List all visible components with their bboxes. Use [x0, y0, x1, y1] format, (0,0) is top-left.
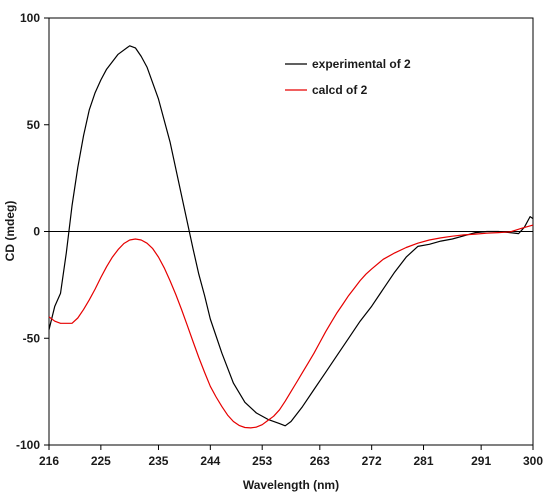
legend-label-calcd: calcd of 2 [312, 83, 368, 97]
y-tick-label: 0 [33, 225, 40, 239]
y-tick-label: -50 [23, 331, 41, 345]
x-tick-label: 235 [148, 454, 168, 468]
x-tick-label: 225 [91, 454, 111, 468]
x-axis-ticks: 216 225 235 244 253 263 272 281 291 300 [39, 445, 543, 468]
y-axis-ticks: 100 50 0 -50 -100 [16, 11, 49, 452]
x-tick-label: 272 [362, 454, 382, 468]
y-tick-label: -100 [16, 438, 40, 452]
y-tick-label: 100 [20, 11, 40, 25]
x-tick-label: 244 [200, 454, 220, 468]
y-axis-title: CD (mdeg) [3, 201, 17, 262]
x-tick-label: 263 [310, 454, 330, 468]
legend: experimental of 2 calcd of 2 [285, 57, 411, 97]
x-tick-label: 253 [252, 454, 272, 468]
x-tick-label: 300 [523, 454, 543, 468]
series-layer [48, 45, 534, 429]
y-tick-label: 50 [27, 118, 41, 132]
x-tick-label: 291 [471, 454, 491, 468]
x-tick-label: 216 [39, 454, 59, 468]
series-line-experimental [48, 45, 534, 427]
x-axis-title: Wavelength (nm) [243, 478, 339, 492]
legend-label-experimental: experimental of 2 [312, 57, 411, 71]
plot-area [48, 17, 534, 446]
series-line-calcd [48, 224, 534, 429]
x-tick-label: 281 [414, 454, 434, 468]
